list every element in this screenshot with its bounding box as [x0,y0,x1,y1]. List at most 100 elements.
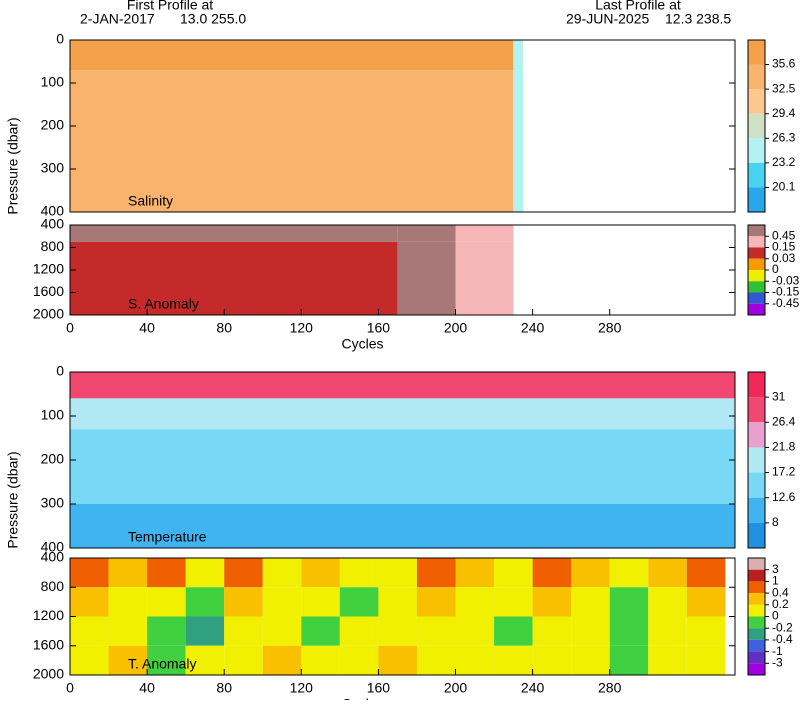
colorbar-band [748,628,765,640]
field-cell [70,558,109,588]
field-cell [185,587,225,617]
field-cell [494,558,533,588]
field-cell [301,616,340,646]
colorbar-label: 0.2 [772,597,789,611]
x-tick-label: 200 [444,680,468,696]
field-cell [686,616,726,646]
colorbar-label: -1 [772,644,783,658]
colorbar-band [748,422,765,448]
x-tick-label: 120 [290,320,314,336]
field-cell [455,645,495,675]
x-axis-label: Cycles [341,696,383,700]
y-tick-label: 2000 [33,666,64,682]
colorbar-label: 29.4 [772,106,796,120]
field-cell [262,616,302,646]
colorbar-band [748,639,765,652]
panel-label: T. Anomaly [128,656,196,672]
header-text: First Profile at [127,0,213,13]
field-cell [262,645,302,675]
colorbar-label: 3 [772,562,779,576]
y-tick-label: 200 [41,451,65,467]
field-cell [648,587,687,617]
field-cell [494,645,533,675]
colorbar-label: 17.2 [772,465,796,479]
field-cell [416,558,456,588]
colorbar-band [748,651,765,664]
field-cell [339,616,379,646]
field-cell [185,645,225,675]
colorbar-frame [747,371,766,549]
colorbar-band [748,270,765,282]
y-tick-label: 1600 [33,636,64,652]
x-tick-label: 160 [367,680,391,696]
field-cell [301,587,340,617]
x-tick-label: 40 [139,680,155,696]
field-cell [70,645,109,675]
field-cell [185,616,225,646]
colorbar-label: -0.03 [772,273,800,287]
colorbar-label: 0.15 [772,240,796,254]
colorbar-band [748,236,765,248]
field-cell [70,40,514,71]
colorbar-band [748,616,765,629]
y-tick-label: 400 [41,539,65,555]
field-cell [648,558,687,588]
field-cell [513,70,523,212]
colorbar-band [748,40,765,65]
colorbar-band [748,569,765,582]
field-cell [609,558,649,588]
colorbar-band [748,593,765,605]
colorbar-band [748,247,765,259]
field-cell [571,645,610,675]
field-cell [532,587,572,617]
x-tick-label: 0 [66,680,74,696]
y-tick-label: 2000 [33,306,64,322]
field-cell [416,587,456,617]
field-cell [262,558,302,588]
field-cell [532,616,572,646]
field-cell [416,616,456,646]
header-text: 13.0 255.0 [180,11,246,27]
colorbar-band [748,663,765,675]
x-tick-label: 80 [216,680,232,696]
field-cell [609,587,649,617]
field-cell [455,558,495,588]
colorbar-band [748,292,765,304]
field-cell [224,645,263,675]
field-cell [147,558,186,588]
field-cell [571,558,610,588]
field-cell [108,587,148,617]
colorbar-label: 23.2 [772,155,796,169]
field-cell [455,225,514,242]
field-cell [147,645,186,675]
colorbar-band [748,372,765,398]
x-tick-label: 240 [521,680,545,696]
field-cell [147,587,186,617]
y-tick-label: 0 [56,363,64,379]
field-cell [70,429,735,504]
field-cell [224,587,263,617]
y-tick-label: 100 [41,74,65,90]
field-cell [686,645,726,675]
field-cell [301,558,340,588]
colorbar-band [748,225,765,237]
colorbar-band [748,522,765,548]
y-axis-label: Pressure (dbar) [5,117,21,214]
colorbar-label: 26.4 [772,414,796,428]
panel-label: Salinity [128,193,173,209]
colorbar-frame [747,39,766,213]
field-cell [532,558,572,588]
colorbar-label: -0.15 [772,285,800,299]
colorbar-band [748,138,765,163]
colorbar-band [748,258,765,270]
colorbar-label: 35.6 [772,57,796,71]
y-tick-label: 400 [41,549,65,565]
colorbar-band [748,558,765,570]
y-tick-label: 100 [41,407,65,423]
y-tick-label: 1200 [33,607,64,623]
field-cell [513,40,523,71]
colorbar-label: 26.3 [772,130,796,144]
field-cell [70,70,514,212]
colorbar-label: 21.8 [772,440,796,454]
